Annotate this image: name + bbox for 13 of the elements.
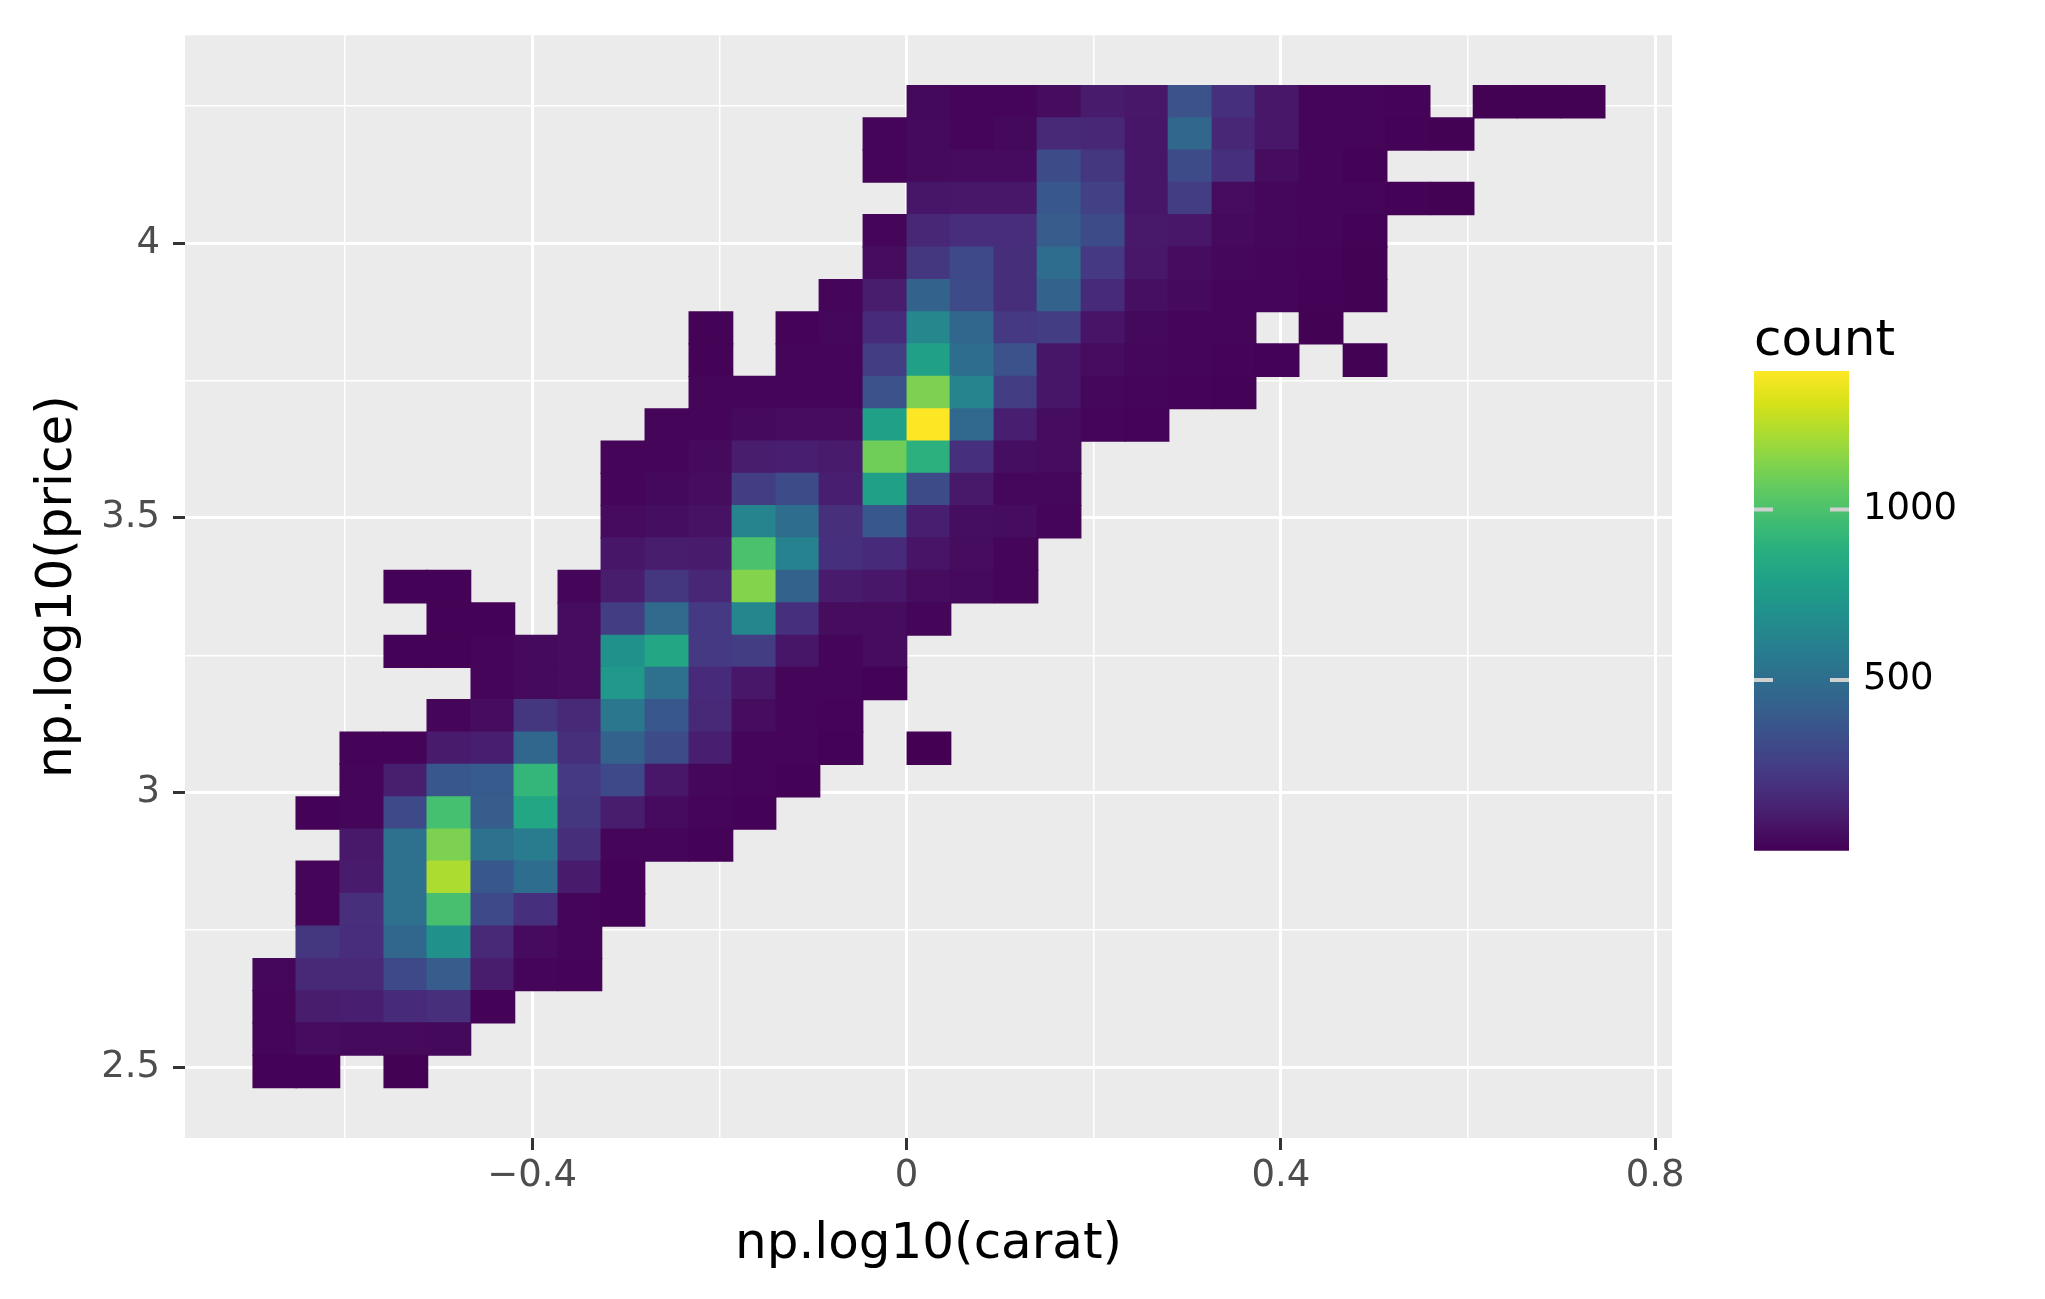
y-tick-label: 2.5 xyxy=(101,1043,160,1087)
y-tick-label: 3 xyxy=(136,768,160,812)
color-bar-label: 1000 xyxy=(1863,485,1958,529)
y-tick-label: 4 xyxy=(136,218,160,262)
x-tick-label: 0.8 xyxy=(1625,1151,1685,1195)
x-axis-title: np.log10(carat) xyxy=(734,1211,1123,1270)
y-axis-title: np.log10(price) xyxy=(24,395,83,778)
x-tick-label: 0.4 xyxy=(1251,1151,1311,1195)
color-bar-label: 500 xyxy=(1863,655,1934,699)
y-tick-label: 3.5 xyxy=(101,493,160,537)
color-bar-title: count xyxy=(1754,309,1896,367)
x-tick-label: 0 xyxy=(894,1151,919,1195)
x-tick-label: −0.4 xyxy=(487,1151,578,1195)
